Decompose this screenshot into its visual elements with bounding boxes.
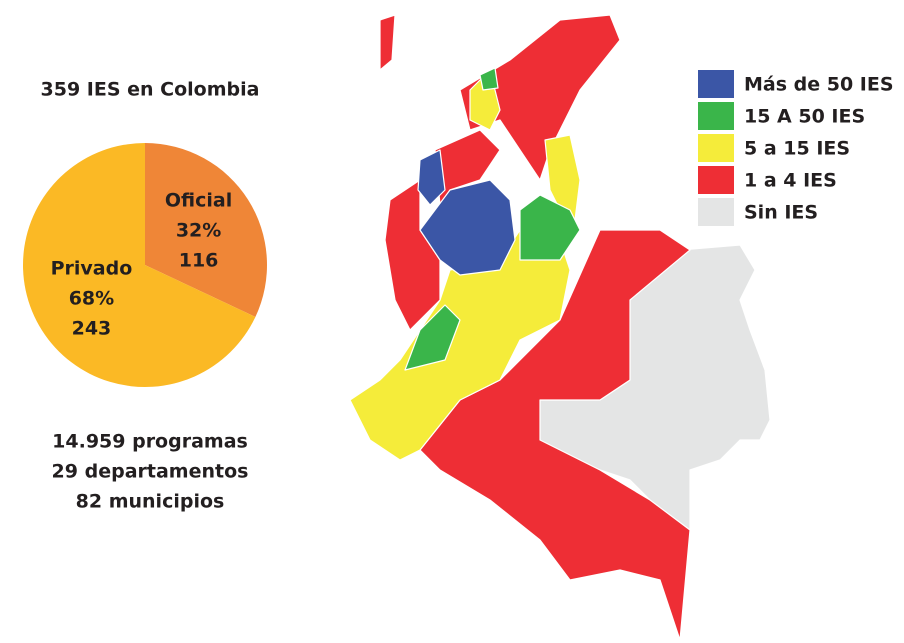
map-region	[384, 179, 441, 331]
legend-label: 15 A 50 IES	[744, 106, 865, 128]
legend-swatch	[698, 134, 734, 162]
pie: Oficial 32% 116 Privado 68% 243	[22, 143, 267, 387]
pie-title: 359 IES en Colombia	[41, 79, 260, 101]
note: 29 departamentos	[52, 461, 249, 483]
legend-swatch	[698, 70, 734, 98]
legend: Más de 50 IES 15 A 50 IES 5 a 15 IES 1 a 4 …	[698, 70, 894, 226]
legend-swatch	[698, 198, 734, 226]
legend-label: 5 a 15 IES	[744, 138, 850, 160]
map-region	[419, 179, 516, 276]
note: 14.959 programas	[52, 431, 248, 453]
note: 82 municipios	[76, 491, 225, 513]
slice-label: Privado	[51, 257, 133, 279]
map-region	[379, 14, 396, 71]
legend-swatch	[698, 166, 734, 194]
pie-slice	[145, 143, 267, 317]
map-region	[479, 67, 499, 91]
legend-label: Más de 50 IES	[744, 74, 894, 96]
slice-label: Oficial	[165, 190, 232, 212]
slice-percent: 68%	[69, 287, 114, 309]
legend-swatch	[698, 102, 734, 130]
map	[349, 14, 771, 641]
map-region	[419, 229, 691, 641]
slice-count: 116	[179, 250, 219, 272]
slice-percent: 32%	[176, 220, 221, 242]
legend-label: Sin IES	[744, 202, 818, 224]
map-region	[404, 304, 461, 371]
legend-label: 1 a 4 IES	[744, 170, 837, 192]
map-region	[459, 14, 621, 181]
map-region	[519, 194, 581, 261]
pie-slice	[22, 143, 256, 387]
slice-count: 243	[72, 317, 112, 339]
map-region	[417, 149, 446, 206]
